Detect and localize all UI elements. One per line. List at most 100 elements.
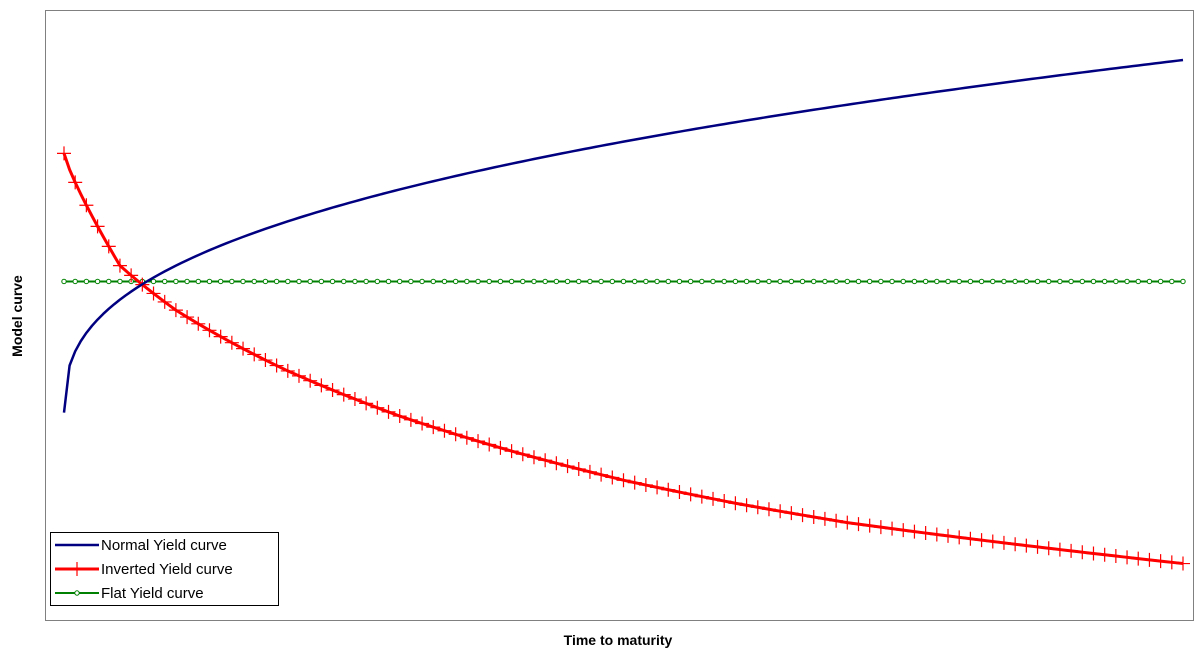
legend-marker [74, 590, 80, 596]
data-point-marker [866, 278, 873, 285]
series-inverted-yield-curve [57, 146, 1190, 571]
data-point-marker [889, 278, 895, 285]
data-point-marker [699, 278, 705, 285]
data-point-marker [1176, 556, 1190, 571]
data-point-marker [79, 198, 94, 213]
data-point-marker [408, 278, 414, 285]
data-point-marker [840, 515, 855, 530]
data-point-marker [732, 278, 739, 285]
data-point-marker [806, 509, 821, 524]
data-point-marker [1169, 278, 1175, 285]
data-point-marker [291, 368, 306, 383]
data-point-marker [963, 531, 978, 546]
data-point-marker [900, 278, 906, 285]
data-point-marker [1001, 278, 1007, 285]
data-point-marker [996, 535, 1011, 550]
data-point-marker [213, 329, 228, 344]
data-point-marker [795, 508, 810, 523]
data-point-marker [672, 485, 687, 500]
data-point-marker [605, 470, 620, 485]
data-point-marker [990, 278, 996, 285]
data-point-marker [587, 278, 593, 285]
data-point-marker [72, 278, 78, 285]
data-point-marker [258, 353, 273, 368]
data-point-marker [61, 278, 67, 285]
data-point-marker [922, 278, 929, 285]
data-point-marker [985, 534, 1000, 549]
data-point-marker [974, 533, 989, 548]
data-point-marker [1008, 537, 1023, 552]
data-point-marker [191, 316, 206, 331]
data-point-marker [1153, 554, 1168, 569]
data-point-marker [448, 427, 463, 442]
data-point-marker [392, 409, 407, 424]
data-point-marker [594, 467, 609, 482]
data-point-marker [631, 278, 638, 285]
data-point-marker [553, 278, 560, 285]
data-point-marker [694, 489, 709, 504]
data-point-marker [106, 278, 112, 285]
data-point-marker [385, 278, 392, 285]
data-point-marker [520, 278, 526, 285]
data-point-marker [1034, 278, 1041, 285]
data-point-marker [564, 278, 571, 285]
data-point-marker [549, 456, 564, 471]
series-normal-yield-curve [62, 58, 1184, 413]
data-point-marker [403, 412, 418, 427]
data-point-marker [911, 278, 918, 285]
data-point-marker [784, 506, 799, 521]
data-point-marker [851, 517, 866, 532]
legend-entry: Flat Yield curve [55, 585, 204, 602]
data-point-marker [515, 447, 530, 462]
data-point-marker [1101, 278, 1108, 285]
data-point-marker [285, 278, 291, 285]
data-point-marker [542, 278, 548, 285]
data-point-marker [661, 482, 676, 497]
data-point-marker [173, 278, 179, 285]
data-point-marker [1164, 555, 1179, 570]
data-point-marker [381, 404, 396, 419]
data-point-marker [896, 523, 911, 538]
data-point-marker [576, 278, 582, 285]
data-point-marker [415, 416, 430, 431]
legend-entry: Inverted Yield curve [55, 561, 233, 578]
data-point-marker [885, 521, 900, 536]
data-point-marker [721, 278, 727, 285]
data-point-marker [929, 527, 944, 542]
data-point-marker [1124, 278, 1130, 285]
data-point-marker [833, 278, 839, 285]
data-point-marker [1097, 547, 1112, 562]
data-point-marker [374, 278, 381, 285]
data-point-marker [83, 278, 90, 285]
data-point-marker [493, 440, 508, 455]
data-point-marker [665, 278, 671, 285]
data-point-marker [273, 278, 280, 285]
data-point-marker [766, 278, 772, 285]
plot-area-border [45, 10, 1194, 621]
data-point-marker [430, 278, 436, 285]
data-point-marker [687, 278, 694, 285]
data-point-marker [643, 278, 649, 285]
data-point-marker [217, 278, 224, 285]
data-point-marker [150, 278, 157, 285]
data-point-marker [1180, 278, 1186, 285]
data-point-marker [195, 278, 201, 285]
data-point-marker [101, 239, 116, 254]
data-point-marker [1075, 545, 1090, 560]
data-point-marker [146, 286, 161, 301]
data-point-marker [307, 278, 313, 285]
data-point-marker [352, 278, 358, 285]
data-point-marker [459, 430, 474, 445]
data-point-marker [755, 278, 761, 285]
data-point-marker [918, 526, 933, 541]
data-point-marker [788, 278, 795, 285]
data-point-marker [616, 473, 631, 488]
data-point-marker [1041, 541, 1056, 556]
data-point-marker [94, 278, 101, 285]
data-point-marker [582, 464, 597, 479]
data-point-marker [117, 278, 123, 285]
data-point-marker [486, 278, 492, 285]
data-point-marker [526, 450, 541, 465]
data-point-marker [683, 487, 698, 502]
